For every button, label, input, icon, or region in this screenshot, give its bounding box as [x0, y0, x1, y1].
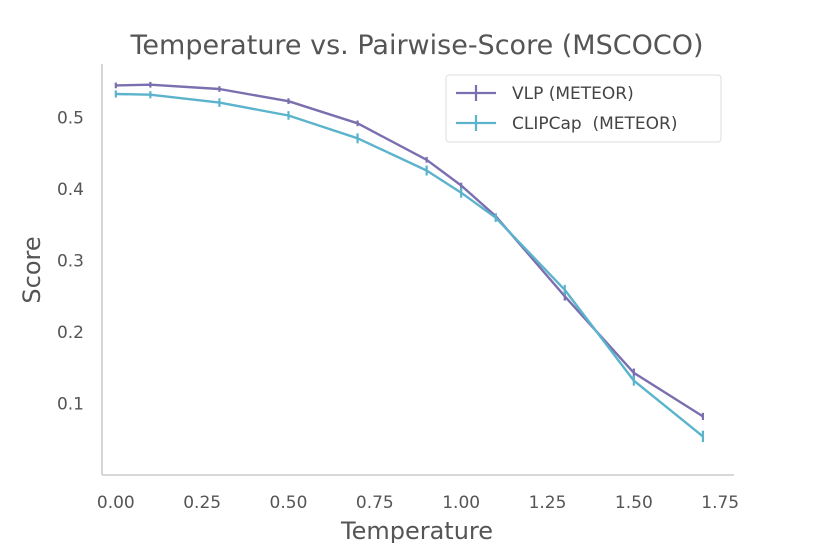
legend-entry-vlp: VLP (METEOR)	[456, 84, 634, 104]
series-line	[115, 92, 704, 438]
x-tick-label: 0.50	[270, 493, 308, 513]
x-tick-label: 1.75	[701, 493, 739, 513]
x-tick-label: 0.00	[97, 493, 135, 513]
x-tick-label: 1.50	[615, 493, 653, 513]
x-tick-labels: 0.00 0.25 0.50 0.75 1.00 1.25 1.50 1.75	[97, 493, 739, 513]
y-tick-label: 0.3	[57, 252, 84, 272]
x-tick-label: 1.25	[529, 493, 567, 513]
legend-label-vlp: VLP (METEOR)	[512, 84, 634, 104]
legend-box	[445, 74, 722, 143]
chart-title: Temperature vs. Pairwise-Score (MSCOCO)	[130, 30, 704, 61]
y-axis-label: Score	[18, 236, 46, 303]
x-tick-label: 0.75	[356, 493, 394, 513]
series-layer	[114, 81, 705, 443]
y-tick-label: 0.4	[57, 180, 84, 200]
x-axis-label: Temperature	[340, 517, 493, 543]
legend-label-clipcap: CLIPCap (METEOR)	[512, 114, 677, 134]
y-tick-labels: 0.1 0.2 0.3 0.4 0.5	[57, 109, 84, 415]
x-tick-label: 1.00	[442, 493, 480, 513]
legend-entry-clipcap: CLIPCap (METEOR)	[456, 114, 677, 134]
axes	[101, 64, 734, 476]
y-tick-label: 0.2	[57, 323, 84, 343]
x-tick-label: 0.25	[183, 493, 221, 513]
legend: VLP (METEOR) CLIPCap (METEOR)	[445, 74, 722, 143]
y-tick-label: 0.5	[57, 109, 84, 129]
y-tick-label: 0.1	[57, 395, 84, 415]
series-1	[114, 90, 705, 443]
